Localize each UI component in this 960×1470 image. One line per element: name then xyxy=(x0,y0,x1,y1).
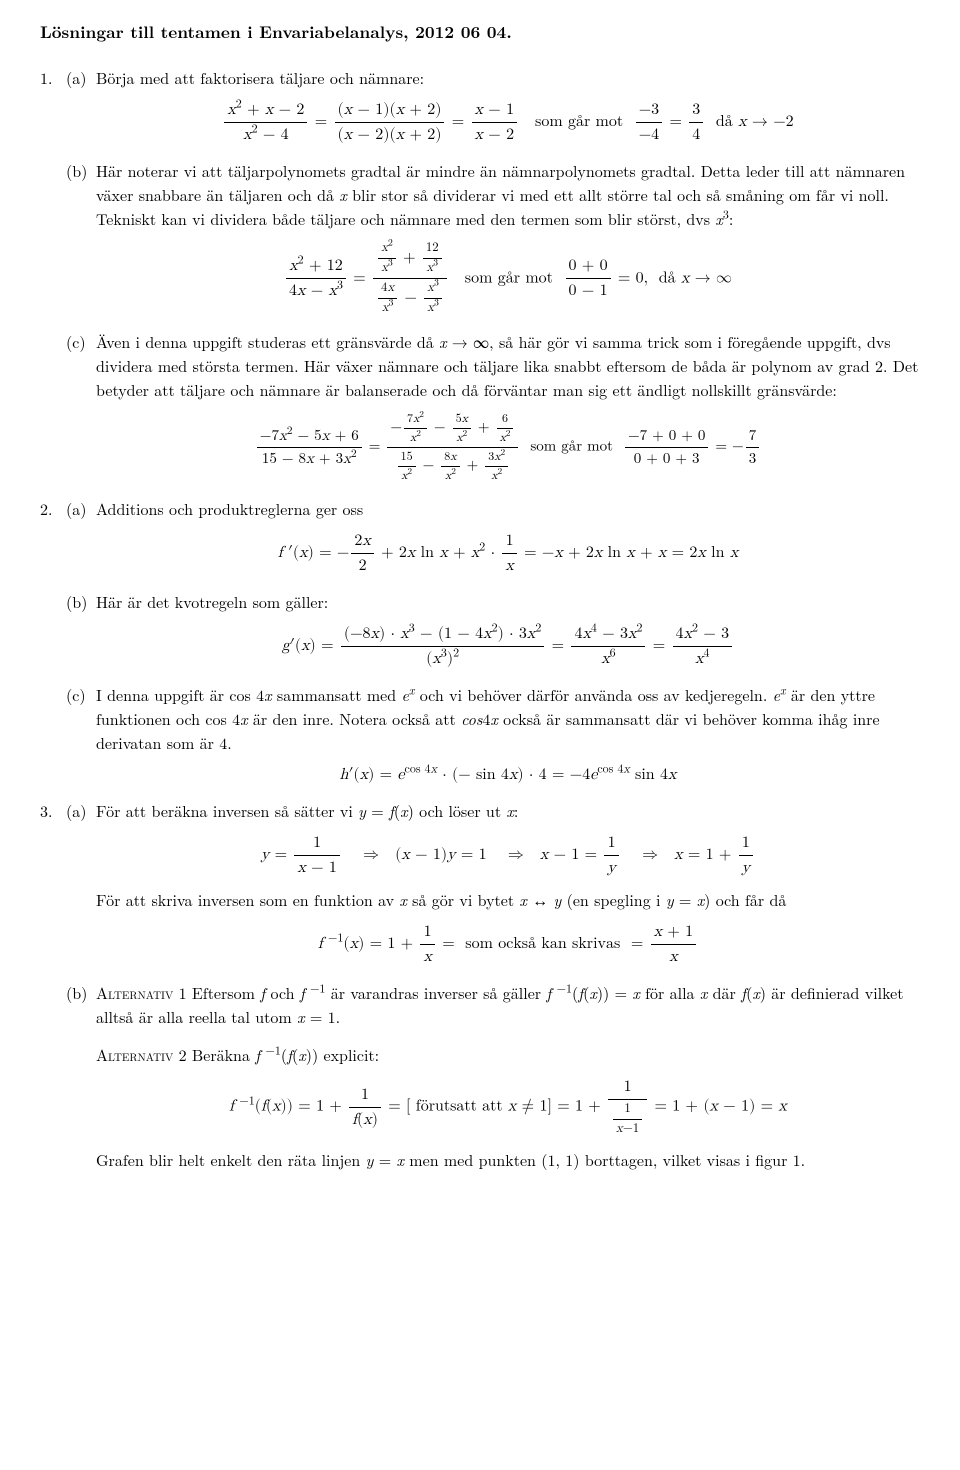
problem-1c-label: (c) xyxy=(66,330,96,493)
problem-2c-label: (c) xyxy=(66,683,96,795)
problem-3: 3. (a) För att beräkna inversen så sätte… xyxy=(40,799,920,977)
problem-1c-equation: −7x2 − 5x + 615 − 8x + 3x2 = −7x2x2 − 5x… xyxy=(96,410,920,485)
problem-2: 2. (a) Additions och produktreglerna ger… xyxy=(40,497,920,586)
problem-1c-text: Även i denna uppgift studeras ett gränsv… xyxy=(96,330,918,401)
problem-3b-body: Alternativ 1 Eftersom f och f −1 är vara… xyxy=(96,981,920,1171)
problem-2c-equation: h′(x) = ecos 4x · (− sin 4x) · 4 = −4eco… xyxy=(96,763,920,787)
alt1-label: Alternativ 1 xyxy=(96,981,187,1004)
problem-3b-alt1: Alternativ 1 Eftersom f och f −1 är vara… xyxy=(96,981,903,1028)
problem-3b-label: (b) xyxy=(66,981,96,1171)
problem-1: 1. (a) Börja med att faktorisera täljare… xyxy=(40,66,920,155)
problem-3b: (b) Alternativ 1 Eftersom f och f −1 är … xyxy=(40,981,920,1171)
problem-2a-body: Additions och produktreglerna ger oss f … xyxy=(96,497,920,586)
problem-3b-end: Grafen blir helt enkelt den räta linjen … xyxy=(96,1148,805,1171)
problem-3a-text: För att beräkna inversen så sätter vi y … xyxy=(96,799,518,822)
page-title: Lösningar till tentamen i Envariabelanal… xyxy=(40,20,920,46)
problem-2a-text: Additions och produktreglerna ger oss xyxy=(96,497,363,520)
p1c-lim-text: som går mot xyxy=(530,439,613,454)
problem-2c-body: I denna uppgift är cos 4x sammansatt med… xyxy=(96,683,920,795)
problem-1b-body: Här noterar vi att täljarpolynomets grad… xyxy=(96,159,920,327)
problem-2b-text: Här är det kvotregeln som gäller: xyxy=(96,590,328,613)
problem-2b: (b) Här är det kvotregeln som gäller: g′… xyxy=(40,590,920,679)
problem-2b-body: Här är det kvotregeln som gäller: g′(x) … xyxy=(96,590,920,679)
problem-2a-label: (a) xyxy=(66,497,96,586)
problem-3a-equation-2: f −1(x) = 1 + 1x = som också kan skrivas… xyxy=(96,920,920,969)
p1b-lim-text: som går mot xyxy=(465,270,553,286)
problem-3a-body: För att beräkna inversen så sätter vi y … xyxy=(96,799,920,977)
problem-1b-label: (b) xyxy=(66,159,96,327)
problem-1b: (b) Här noterar vi att täljarpolynomets … xyxy=(40,159,920,327)
problem-1-number: 1. xyxy=(40,66,66,155)
problem-1c: (c) Även i denna uppgift studeras ett gr… xyxy=(40,330,920,493)
problem-3a-equation-1: y = 1x − 1 ⇒ (x − 1)y = 1 ⇒ x − 1 = 1y ⇒… xyxy=(96,831,920,880)
problem-1a-text: Börja med att faktorisera täljare och nä… xyxy=(96,66,424,89)
problem-1a-label: (a) xyxy=(66,66,96,155)
p1a-lim-text: som går mot xyxy=(535,113,623,129)
problem-2-number: 2. xyxy=(40,497,66,586)
problem-1b-equation: x2 + 124x − x3 = x2x3 + 12x3 4xx3 − x3x3… xyxy=(96,239,920,319)
problem-2c-text: I denna uppgift är cos 4x sammansatt med… xyxy=(96,683,880,754)
problem-2c: (c) I denna uppgift är cos 4x sammansatt… xyxy=(40,683,920,795)
problem-1a-equation: x2 + x − 2x2 − 4 = (x − 1)(x + 2)(x − 2)… xyxy=(96,98,920,147)
problem-1a-body: Börja med att faktorisera täljare och nä… xyxy=(96,66,920,155)
problem-1c-body: Även i denna uppgift studeras ett gränsv… xyxy=(96,330,920,493)
problem-2b-equation: g′(x) = (−8x) · x3 − (1 − 4x2) · 3x2(x3)… xyxy=(96,622,920,671)
problem-2b-label: (b) xyxy=(66,590,96,679)
problem-3b-alt2: Alternativ 2 Beräkna f −1(f(x)) explicit… xyxy=(96,1043,379,1066)
problem-3a-label: (a) xyxy=(66,799,96,977)
problem-3-number: 3. xyxy=(40,799,66,977)
problem-2a-equation: f ′(x) = −2x2 + 2x ln x + x2 · 1x = −x +… xyxy=(96,529,920,578)
problem-3b-equation: f −1(f(x)) = 1 + 1f(x) = [ förutsatt att… xyxy=(96,1075,920,1139)
alt2-label: Alternativ 2 xyxy=(96,1043,187,1066)
problem-3a-text2: För att skriva inversen som en funktion … xyxy=(96,888,786,911)
problem-1b-text: Här noterar vi att täljarpolynomets grad… xyxy=(96,159,905,230)
